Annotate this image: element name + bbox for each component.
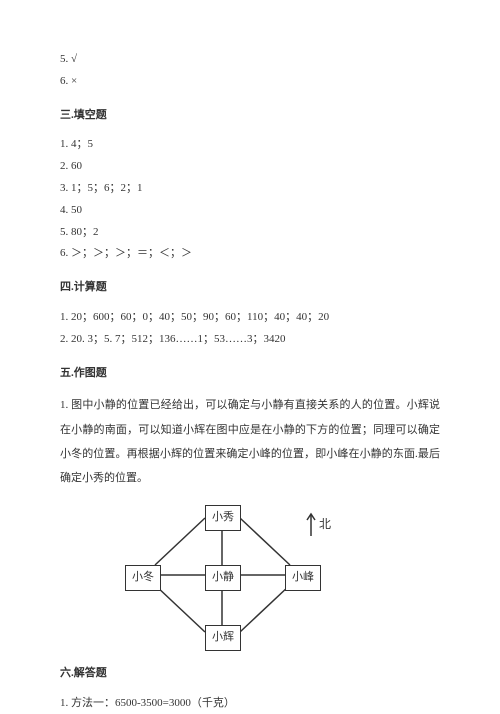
section5-title: 五.作图题: [60, 364, 440, 384]
section3-items: 1. 4；5 2. 60 3. 1；5；6；2；1 4. 50 5. 80；2 …: [60, 135, 440, 264]
node-xiaoxiu: 小秀: [205, 505, 241, 531]
node-xiaodong: 小冬: [125, 565, 161, 591]
position-diagram: 小秀 小冬 小静 小峰 小辉 北: [110, 500, 380, 650]
node-xiaofeng: 小峰: [285, 565, 321, 591]
section6-title: 六.解答题: [60, 664, 440, 684]
section5-paragraph: 1. 图中小静的位置已经给出，可以确定与小静有直接关系的人的位置。小辉说在小静的…: [60, 393, 440, 490]
section6-items: 1. 方法一：6500-3500=3000（千克）: [60, 694, 440, 714]
section4-title: 四.计算题: [60, 278, 440, 298]
node-xiaohui: 小辉: [205, 625, 241, 651]
solve-item: 1. 方法一：6500-3500=3000（千克）: [60, 694, 440, 714]
node-xiaojing: 小静: [205, 565, 241, 591]
north-label: 北: [319, 514, 331, 536]
fill-item: 3. 1；5；6；2；1: [60, 179, 440, 199]
fill-item: 2. 60: [60, 157, 440, 177]
section3-title: 三.填空题: [60, 106, 440, 126]
section4-items: 1. 20；600；60；0；40；50；90；60；110；40；40；20 …: [60, 308, 440, 350]
calc-item: 2. 20. 3；5. 7；512；136……1；53……3；3420: [60, 330, 440, 350]
fill-item: 6. ＞；＞；＞；＝；＜；＞: [60, 244, 440, 264]
answer-item: 6. ×: [60, 72, 440, 92]
answer-item: 5. √: [60, 50, 440, 70]
fill-item: 5. 80；2: [60, 223, 440, 243]
top-answers: 5. √ 6. ×: [60, 50, 440, 92]
fill-item: 4. 50: [60, 201, 440, 221]
calc-item: 1. 20；600；60；0；40；50；90；60；110；40；40；20: [60, 308, 440, 328]
fill-item: 1. 4；5: [60, 135, 440, 155]
